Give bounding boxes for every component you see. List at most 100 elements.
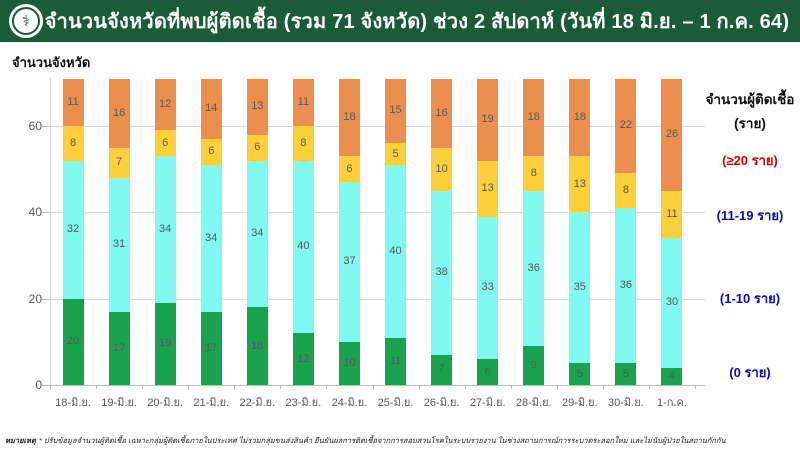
x-tick [142,385,144,389]
bar-value-label: 6 [162,136,169,149]
bar-segment: 17 [108,311,130,385]
x-tick [602,385,604,389]
bar-segment: 11 [385,337,407,385]
x-category-label: 20-มิ.ย. [147,397,184,409]
bar-segment: 11 [62,78,84,126]
bar-value-label: 37 [343,255,356,268]
legend-title: จำนวนผู้ติดเชื้อ [705,92,795,107]
legend-entry: (11-19 ราย) [716,208,784,223]
bar-value-label: 36 [527,261,540,274]
bar-segment: 5 [569,363,591,385]
x-category-label: 22-มิ.ย. [239,397,276,409]
bar-value-label: 26 [665,128,679,141]
bar-value-label: 30 [665,296,679,309]
bar-segment: 20 [62,298,84,385]
x-tick [648,385,650,389]
bar-value-label: 5 [392,147,399,160]
bar-value-label: 10 [343,356,356,369]
bar-segment: 8 [62,126,84,161]
bar-segment: 18 [246,307,268,385]
bar-value-label: 11 [666,207,678,220]
bar-segment: 10 [338,341,360,385]
y-axis-title: จำนวนจังหวัด [12,55,91,70]
bar-segment: 36 [615,208,637,364]
bar-value-label: 18 [573,110,586,123]
x-category-label: 23-มิ.ย. [285,397,322,409]
x-tick [280,385,282,389]
bar-segment: 16 [431,78,453,148]
bar-value-label: 10 [435,162,448,175]
bar-value-label: 19 [481,113,494,126]
bar-value-label: 34 [251,227,264,240]
x-category-label: 25-มิ.ย. [377,397,414,409]
bar-value-label: 40 [389,244,402,257]
bar-segment: 12 [154,78,176,131]
bar-value-label: 18 [343,110,356,123]
bar-value-label: 8 [530,166,537,179]
bar-segment: 14 [200,78,222,139]
bar-segment: 17 [200,311,222,385]
bar-value-label: 11 [389,354,402,367]
bar-value-label: 13 [481,182,494,195]
bar-value-label: 8 [622,184,629,197]
bar-value-label: 6 [484,365,491,378]
x-tick [326,385,328,389]
legend-entry: (≥20 ราย) [722,153,778,168]
bar-value-label: 19 [159,337,172,350]
y-tick-label: 0 [35,378,42,392]
bar-segment: 7 [108,147,130,178]
bar-segment: 19 [477,78,499,161]
bar-value-label: 20 [66,335,80,348]
bar-segment: 33 [477,216,499,360]
bar-value-label: 18 [251,339,264,352]
bar-segment: 6 [246,134,268,161]
x-tick [695,385,696,389]
bar-value-label: 9 [530,359,537,372]
bar-value-label: 12 [297,352,310,365]
bar-value-label: 36 [619,279,633,292]
bar-segment: 4 [661,367,683,385]
bar-value-label: 5 [576,367,583,380]
bar-segment: 11 [661,190,683,239]
x-category-label: 24-มิ.ย. [331,397,368,409]
bar-value-label: 22 [619,119,633,132]
y-tick-label: 40 [28,205,42,220]
bar-value-label: 33 [481,281,494,294]
bar-value-label: 8 [69,136,77,149]
bar-value-label: 7 [116,156,123,169]
bar-value-label: 13 [251,100,264,113]
bar-segment: 13 [246,78,268,135]
bar-segment: 6 [338,156,360,183]
x-category-label: 26-มิ.ย. [423,397,460,409]
y-tick [42,385,50,386]
bar-segment: 8 [292,126,314,161]
bar-segment: 16 [108,78,130,148]
x-tick [418,385,420,389]
bar-value-label: 17 [112,341,126,354]
bar-segment: 18 [523,78,545,157]
bar-segment: 5 [615,363,637,385]
bar-value-label: 17 [205,341,218,354]
bar-segment: 31 [108,177,130,312]
page-title: จำนวนจังหวัดที่พบผู้ติดเชื้อ (รวม 71 จัง… [44,11,790,33]
bar-segment: 32 [62,160,84,299]
bar-segment: 7 [431,354,453,385]
bar-segment: 11 [292,78,314,126]
bar-value-label: 6 [254,141,261,154]
bar-value-label: 34 [205,231,218,244]
bar-value-label: 6 [208,145,215,158]
bar-value-label: 15 [389,104,402,117]
bar-segment: 22 [615,78,637,174]
caduceus-glyph: ⚕ [12,7,40,35]
y-tick [42,298,50,300]
y-tick-label: 60 [28,119,42,133]
bar-value-label: 18 [527,110,540,123]
bar-segment: 34 [200,164,222,312]
bar-segment: 36 [523,190,545,347]
bar-segment: 18 [569,78,591,157]
bar-value-label: 31 [112,238,126,251]
bar-segment: 13 [477,160,499,217]
x-tick [50,385,51,389]
bar-value-label: 38 [435,266,448,279]
